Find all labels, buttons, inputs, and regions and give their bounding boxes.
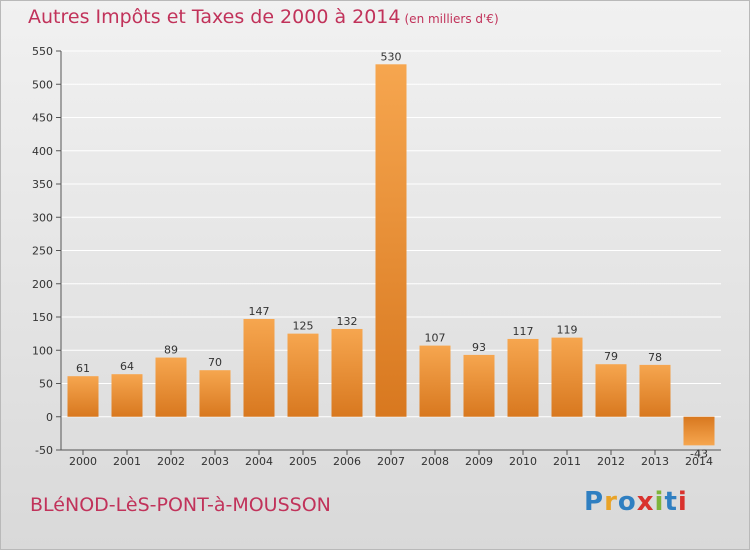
bar-2009 [463,354,495,417]
data-label-2010: 117 [513,325,534,338]
y-tick-label: 500 [32,78,53,91]
bar-2010 [507,338,539,417]
bar-2000 [67,376,99,417]
y-tick-label: 300 [32,211,53,224]
data-labels: 61 64 89 70 147 125 132 530 107 93 117 119 79 78 -43 [76,50,708,460]
x-tick-label-2004: 2004 [245,455,273,468]
y-tick-label: 400 [32,145,53,158]
logo-letter: P [584,487,605,517]
x-tick-label-2002: 2002 [157,455,185,468]
bar-2011 [551,337,583,417]
data-label-2003: 70 [208,356,222,369]
logo-letter: t [664,487,678,517]
bar-2014 [683,416,715,446]
bar-2013 [639,364,671,417]
x-tick-label-2006: 2006 [333,455,361,468]
bar-2002 [155,357,187,417]
data-label-2001: 64 [120,360,134,373]
data-label-2014: -43 [690,447,708,460]
x-tick-label-2011: 2011 [553,455,581,468]
y-tick-labels: -50 0 50 100 150 200 250 300 350 400 450 500 550 [32,45,53,457]
y-tick-label: 250 [32,245,53,258]
logo-letter: o [617,487,637,517]
data-label-2011: 119 [557,324,578,337]
bars [67,64,715,446]
x-tick-label-2007: 2007 [377,455,405,468]
data-label-2000: 61 [76,362,90,375]
bar-2003 [199,370,231,417]
data-label-2005: 125 [293,320,314,333]
x-tick-label-2008: 2008 [421,455,449,468]
bar-2012 [595,364,627,417]
data-label-2008: 107 [425,332,446,345]
data-label-2002: 89 [164,344,178,357]
logo-letter: i [677,487,688,517]
x-tick-label-2000: 2000 [69,455,97,468]
axes [56,50,721,455]
data-label-2004: 147 [249,305,270,318]
x-tick-label-2014: 2014 [685,455,713,468]
data-label-2012: 79 [604,350,618,363]
bar-2006 [331,328,363,417]
x-tick-label-2009: 2009 [465,455,493,468]
x-tick-labels: 2000 2001 2002 2003 2004 2005 2006 2007 2008 2009… [69,455,713,468]
y-tick-label: 100 [32,344,53,357]
data-label-2006: 132 [337,315,358,328]
data-label-2013: 78 [648,351,662,364]
data-label-2009: 93 [472,341,486,354]
chart-unit: (en milliers d'€) [404,12,499,26]
bar-2004 [243,318,275,417]
y-tick-label: -50 [35,444,53,457]
bar-2005 [287,333,319,417]
y-tick-label: 0 [46,411,53,424]
logo-letter: r [604,487,618,517]
x-tick-label-2001: 2001 [113,455,141,468]
chart-title: Autres Impôts et Taxes de 2000 à 2014 (en… [28,6,499,28]
bar-2007 [375,64,407,417]
bar-2008 [419,345,451,417]
proxiti-logo: Proxiti [584,487,688,517]
y-tick-label: 150 [32,311,53,324]
x-tick-label-2013: 2013 [641,455,669,468]
x-tick-label-2010: 2010 [509,455,537,468]
chart-title-text: Autres Impôts et Taxes de 2000 à 2014 [28,6,401,28]
bar-2001 [111,374,143,417]
y-tick-label: 550 [32,45,53,58]
x-tick-label-2012: 2012 [597,455,625,468]
y-tick-label: 450 [32,112,53,125]
logo-letter: x [636,487,655,517]
y-tick-label: 200 [32,278,53,291]
y-tick-label: 50 [39,378,53,391]
data-label-2007: 530 [381,50,402,63]
logo-letter: i [654,487,665,517]
y-tick-label: 350 [32,178,53,191]
commune-name: BLéNOD-LèS-PONT-à-MOUSSON [30,494,331,516]
x-tick-label-2003: 2003 [201,455,229,468]
x-tick-label-2005: 2005 [289,455,317,468]
